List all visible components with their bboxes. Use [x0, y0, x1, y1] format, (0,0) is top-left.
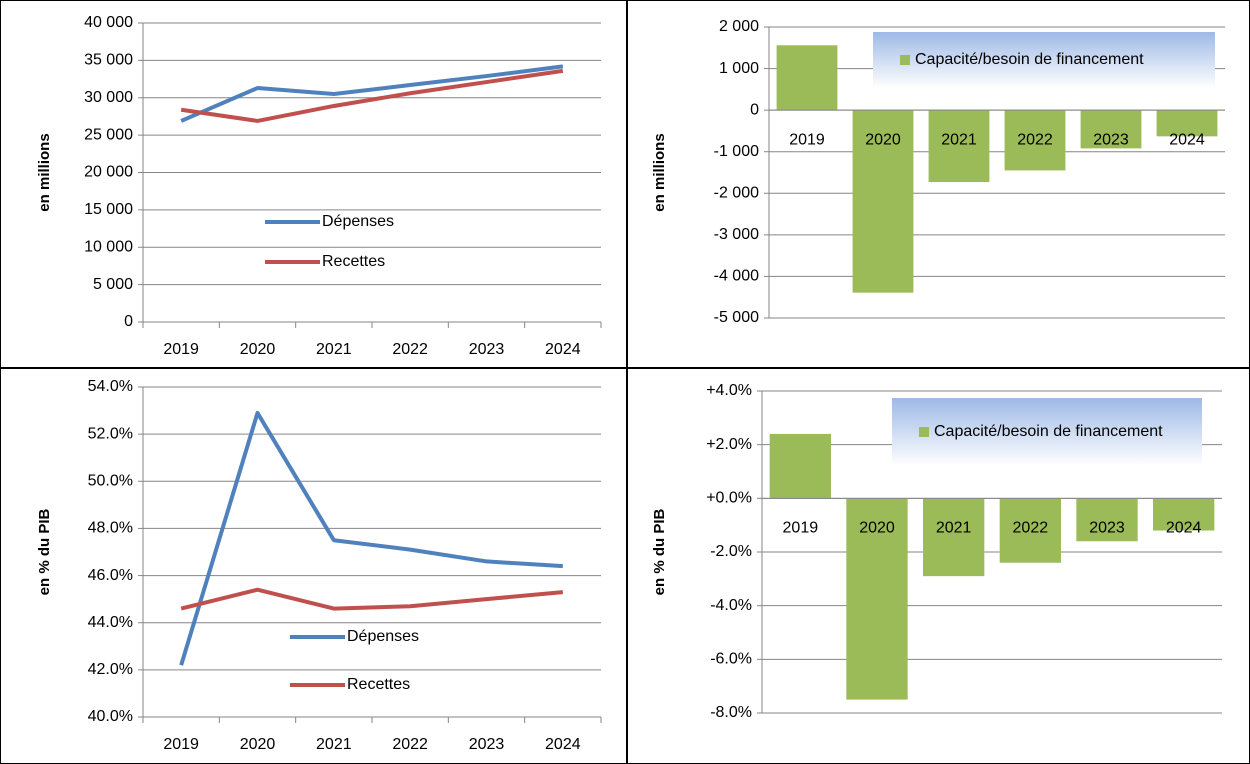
x-tick-label: 2024 — [1169, 131, 1205, 148]
legend-label: Dépenses — [322, 213, 394, 230]
series-line — [180, 68, 564, 123]
y-tick-label: 30 000 — [84, 89, 133, 106]
x-tick-label: 2023 — [1089, 520, 1125, 537]
y-axis-title: en millions — [36, 133, 53, 211]
y-tick-label: 40.0% — [88, 708, 133, 725]
y-tick-label: 2 000 — [719, 18, 759, 35]
bar — [999, 498, 1061, 563]
y-tick-label: 5 000 — [93, 276, 133, 293]
bar — [1004, 110, 1066, 171]
x-tick-label: 2019 — [789, 131, 825, 148]
legend-swatch — [919, 427, 929, 437]
bar — [1076, 498, 1138, 542]
x-tick-label: 2024 — [545, 341, 581, 358]
legend-label: Capacité/besoin de financement — [934, 423, 1163, 440]
y-tick-label: 48.0% — [88, 520, 133, 537]
x-tick-label: 2020 — [240, 736, 276, 753]
y-tick-label: -5 000 — [714, 309, 759, 326]
legend-swatch — [900, 55, 910, 65]
x-tick-label: 2019 — [163, 341, 199, 358]
y-axis-title: en % du PIB — [651, 509, 668, 596]
y-tick-label: 44.0% — [88, 614, 133, 631]
y-tick-label: +4.0% — [706, 382, 752, 399]
y-tick-label: 42.0% — [88, 661, 133, 678]
y-tick-label: +2.0% — [706, 436, 752, 453]
x-tick-label: 2019 — [163, 736, 199, 753]
y-tick-label: 15 000 — [84, 201, 133, 218]
y-tick-label: 46.0% — [88, 567, 133, 584]
y-axis-title: en % du PIB — [36, 509, 53, 596]
x-tick-label: 2021 — [941, 131, 977, 148]
y-tick-label: -1 000 — [714, 143, 759, 160]
y-tick-label: 52.0% — [88, 425, 133, 442]
y-tick-label: -8.0% — [710, 704, 752, 721]
y-tick-label: 35 000 — [84, 52, 133, 69]
x-tick-label: 2024 — [1166, 520, 1202, 537]
bar — [928, 110, 990, 183]
bar — [776, 45, 838, 111]
x-tick-label: 2021 — [936, 520, 972, 537]
y-tick-label: 0 — [750, 101, 759, 118]
x-tick-label: 2020 — [240, 341, 276, 358]
x-tick-label: 2022 — [1017, 131, 1053, 148]
y-tick-label: -4 000 — [714, 268, 759, 285]
x-tick-label: 2019 — [783, 520, 819, 537]
legend-label: Dépenses — [347, 628, 419, 645]
bar — [923, 498, 985, 577]
x-tick-label: 2024 — [545, 736, 581, 753]
bar — [1153, 498, 1215, 531]
y-tick-label: 0 — [124, 313, 133, 330]
bar — [852, 110, 914, 293]
y-tick-label: 50.0% — [88, 473, 133, 490]
series-line — [180, 64, 564, 123]
y-axis-title: en millions — [651, 133, 668, 211]
legend-box — [873, 32, 1215, 88]
y-tick-label: -2.0% — [710, 543, 752, 560]
y-tick-label: 40 000 — [84, 14, 133, 31]
bar — [1080, 110, 1142, 149]
x-tick-label: 2020 — [865, 131, 901, 148]
series-line — [180, 587, 564, 611]
y-tick-label: -6.0% — [710, 651, 752, 668]
y-tick-label: 1 000 — [719, 60, 759, 77]
legend-box — [892, 398, 1202, 466]
x-tick-label: 2022 — [1013, 520, 1049, 537]
x-tick-label: 2023 — [469, 341, 505, 358]
legend-label: Recettes — [347, 676, 410, 693]
y-tick-label: +0.0% — [706, 490, 752, 507]
x-tick-label: 2021 — [316, 341, 352, 358]
x-tick-label: 2020 — [859, 520, 895, 537]
bar — [1156, 110, 1218, 137]
series-line — [179, 410, 563, 666]
x-tick-label: 2023 — [1093, 131, 1129, 148]
y-tick-label: -3 000 — [714, 226, 759, 243]
x-tick-label: 2021 — [316, 736, 352, 753]
y-tick-label: 54.0% — [88, 378, 133, 395]
legend-label: Capacité/besoin de financement — [915, 51, 1144, 68]
bar — [846, 498, 908, 700]
x-tick-label: 2023 — [469, 736, 505, 753]
y-tick-label: 10 000 — [84, 238, 133, 255]
y-tick-label: 25 000 — [84, 126, 133, 143]
x-tick-label: 2022 — [392, 736, 428, 753]
legend-label: Recettes — [322, 253, 385, 270]
x-tick-label: 2022 — [392, 341, 428, 358]
bar — [769, 433, 831, 499]
y-tick-label: 20 000 — [84, 164, 133, 181]
y-tick-label: -2 000 — [714, 185, 759, 202]
y-tick-label: -4.0% — [710, 597, 752, 614]
